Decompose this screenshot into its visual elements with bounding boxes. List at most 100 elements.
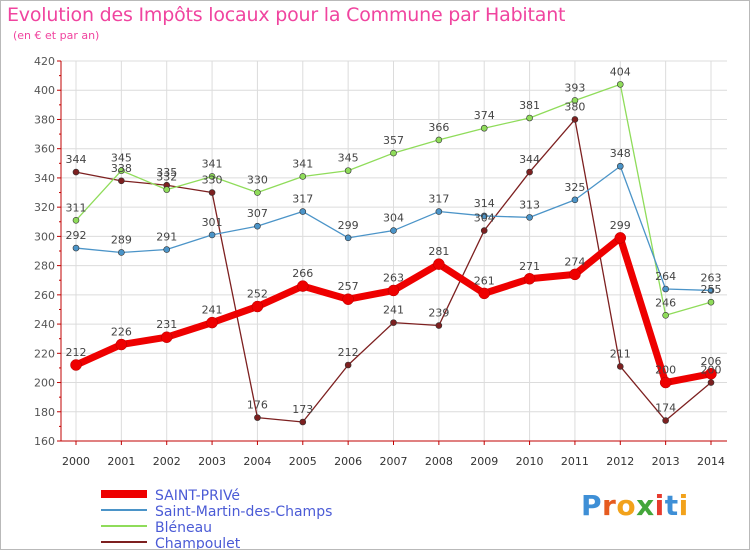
series-3 xyxy=(72,116,715,426)
data-label: 239 xyxy=(428,307,449,320)
data-label: 357 xyxy=(383,134,404,147)
data-point xyxy=(480,212,488,220)
data-point xyxy=(254,189,261,196)
data-label: 289 xyxy=(111,233,132,246)
x-tick-label: 2011 xyxy=(561,455,589,468)
data-label: 200 xyxy=(701,364,722,377)
x-tick-label: 2002 xyxy=(153,455,181,468)
data-point xyxy=(662,417,669,424)
y-tick-label: 300 xyxy=(34,230,55,243)
data-label: 374 xyxy=(474,109,495,122)
data-point xyxy=(571,97,579,104)
data-label: 345 xyxy=(111,152,132,165)
data-point xyxy=(208,189,216,196)
data-point xyxy=(251,300,264,313)
data-label: 264 xyxy=(655,270,676,283)
data-point xyxy=(705,368,717,380)
data-label: 366 xyxy=(428,121,449,134)
data-label: 338 xyxy=(111,162,132,175)
data-label: 330 xyxy=(247,174,268,187)
legend-label: Saint-Martin-des-Champs xyxy=(155,504,332,520)
data-label: 291 xyxy=(156,231,177,244)
data-point xyxy=(163,186,171,193)
data-label: 381 xyxy=(519,99,540,112)
data-label: 299 xyxy=(338,219,359,232)
data-point xyxy=(707,379,715,386)
data-label: 241 xyxy=(202,304,223,317)
logo-letter: i xyxy=(678,489,689,522)
data-label: 304 xyxy=(383,212,404,225)
data-point xyxy=(118,249,125,256)
data-label: 304 xyxy=(474,212,495,225)
logo-letter: o xyxy=(616,489,637,522)
data-point xyxy=(72,244,80,252)
data-point xyxy=(707,287,715,294)
data-label: 341 xyxy=(292,157,313,170)
x-tick-label: 2004 xyxy=(243,455,271,468)
data-label: 344 xyxy=(66,153,87,166)
data-label: 271 xyxy=(519,260,540,273)
data-label: 281 xyxy=(428,245,449,258)
data-point xyxy=(344,361,352,369)
data-label: 344 xyxy=(519,153,540,166)
x-tick-label: 2001 xyxy=(107,455,135,468)
data-label: 176 xyxy=(247,399,268,412)
data-point xyxy=(571,116,579,123)
data-label: 174 xyxy=(655,402,676,415)
data-label: 380 xyxy=(564,100,585,113)
y-tick-label: 380 xyxy=(34,113,55,126)
data-point xyxy=(707,298,715,306)
data-label: 311 xyxy=(66,201,87,214)
data-label: 252 xyxy=(247,288,268,301)
legend-label: SAINT-PRIVé xyxy=(155,488,240,504)
data-label: 325 xyxy=(564,181,585,194)
data-point xyxy=(526,168,533,176)
data-label: 393 xyxy=(564,81,585,94)
y-tick-label: 260 xyxy=(34,289,55,302)
logo-letter: i xyxy=(654,489,665,522)
data-label: 307 xyxy=(247,207,268,220)
proxiti-logo: Proxiti xyxy=(581,489,689,522)
y-tick-label: 180 xyxy=(34,406,55,419)
data-point xyxy=(659,376,672,389)
data-point xyxy=(569,268,581,281)
y-tick-label: 160 xyxy=(34,435,55,448)
y-tick-label: 420 xyxy=(34,55,55,68)
data-point xyxy=(571,196,579,204)
data-label: 241 xyxy=(383,304,404,317)
data-point xyxy=(526,114,533,122)
data-point xyxy=(435,322,443,329)
data-point xyxy=(208,173,216,180)
data-point xyxy=(616,162,624,170)
data-point xyxy=(614,232,627,244)
logo-letter: t xyxy=(664,489,679,522)
data-point xyxy=(254,414,261,421)
data-point xyxy=(390,319,397,326)
data-point xyxy=(299,173,307,180)
data-point xyxy=(435,136,443,144)
data-label: 332 xyxy=(156,171,177,184)
data-label: 314 xyxy=(474,197,495,210)
data-label: 263 xyxy=(701,271,722,284)
data-label: 255 xyxy=(701,283,722,296)
y-tick-label: 240 xyxy=(34,318,55,331)
data-label: 212 xyxy=(338,346,359,359)
data-label: 231 xyxy=(156,318,177,331)
data-label: 301 xyxy=(202,216,223,229)
data-point xyxy=(342,293,354,305)
data-point xyxy=(433,258,445,270)
x-tick-label: 2009 xyxy=(470,455,498,468)
data-label: 206 xyxy=(701,355,722,368)
legend-label: Bléneau xyxy=(155,520,212,536)
y-tick-label: 400 xyxy=(34,84,55,97)
data-label: 317 xyxy=(428,193,449,206)
y-tick-label: 220 xyxy=(34,347,55,360)
y-tick-label: 320 xyxy=(34,201,55,214)
data-point xyxy=(390,227,397,234)
series-0 xyxy=(70,232,717,389)
data-label: 317 xyxy=(292,193,313,206)
data-label: 211 xyxy=(610,347,631,360)
data-point xyxy=(526,214,533,221)
x-tick-label: 2014 xyxy=(697,455,725,468)
